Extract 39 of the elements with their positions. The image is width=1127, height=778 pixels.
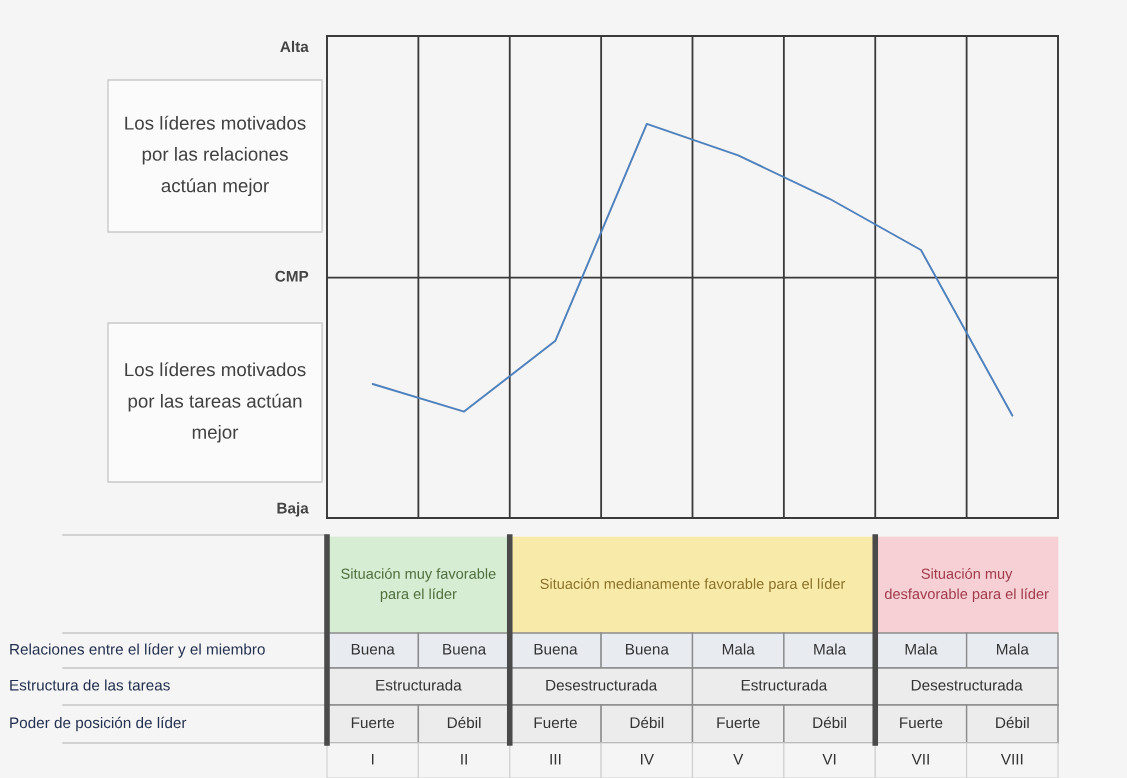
text: Estructurada — [376, 679, 462, 691]
text: Alta — [280, 40, 309, 53]
text: Situación muy desfavorable para el líder — [884, 568, 1049, 602]
text: Débil — [630, 716, 664, 729]
text: Mala — [997, 643, 1029, 655]
text: Fuerte — [351, 717, 395, 729]
text: Baja — [277, 502, 309, 517]
text: Buena — [625, 643, 669, 655]
text: Débil — [813, 716, 846, 729]
x-tick-label: III — [550, 753, 561, 765]
text: Situación muy favorable para el líder — [341, 568, 496, 602]
text: Mala — [905, 643, 938, 655]
text: Buena — [443, 643, 487, 655]
text: Mala — [814, 643, 847, 655]
text: Estructurada — [741, 679, 828, 691]
text: Situación medianamente favorable para el líder — [540, 578, 846, 592]
x-tick-label: IV — [641, 753, 654, 765]
text: Relaciones entre el líder y el miembro — [10, 643, 265, 658]
text: Los líderes motivados por las tareas actúan mejor — [125, 362, 306, 443]
x-tick-label: VI — [822, 753, 836, 765]
x-tick-label: II — [461, 753, 467, 765]
x-tick-label: V — [733, 753, 744, 765]
text: Fuerte — [717, 717, 760, 729]
text: Fuerte — [534, 717, 577, 729]
text: Fuerte — [900, 717, 943, 729]
text: Poder de posición de líder — [10, 716, 187, 732]
text: Desestructurada — [546, 679, 658, 691]
text: Estructura de las tareas — [10, 679, 170, 691]
text: Los líderes motivados por las relaciones actúan mejor — [125, 115, 306, 197]
text: Mala — [722, 643, 755, 655]
x-tick-label: VII — [911, 753, 929, 765]
ref-line-label: CMP — [275, 270, 309, 282]
text: Débil — [447, 716, 481, 729]
x-tick-label: I — [371, 753, 374, 765]
text: Buena — [351, 643, 395, 655]
text: Buena — [534, 643, 578, 655]
text: Débil — [996, 716, 1029, 729]
text: Desestructurada — [911, 679, 1023, 691]
x-tick-label: VIII — [1000, 753, 1023, 765]
